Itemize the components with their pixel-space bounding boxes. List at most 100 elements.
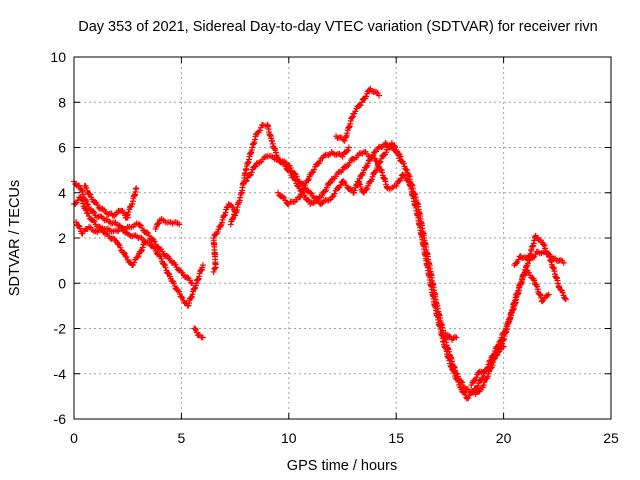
data-point-interp bbox=[186, 277, 193, 284]
data-point-interp bbox=[192, 325, 199, 332]
data-point-interp bbox=[297, 193, 304, 200]
data-point-interp bbox=[151, 238, 158, 245]
data-point-interp bbox=[156, 219, 163, 226]
axis-ticks: 0 5 10 15 20 25 -6 -4 -2 0 2 4 6 8 10 bbox=[50, 49, 619, 446]
data-point-interp bbox=[329, 193, 336, 200]
data-point-interp bbox=[557, 257, 564, 264]
data-point-interp bbox=[347, 186, 354, 193]
data-point-interp bbox=[400, 160, 407, 167]
data-point-interp bbox=[365, 182, 372, 189]
data-point-interp bbox=[501, 329, 508, 336]
data-point bbox=[113, 221, 120, 228]
data-point-interp bbox=[279, 193, 286, 200]
data-point-interp bbox=[311, 166, 318, 173]
data-point-interp bbox=[373, 167, 380, 174]
data-point bbox=[382, 139, 389, 146]
data-point bbox=[141, 239, 148, 246]
data-point-interp bbox=[383, 149, 390, 156]
data-point-interp bbox=[75, 222, 82, 229]
data-point-interp bbox=[120, 209, 127, 216]
data-point bbox=[133, 185, 140, 192]
data-point bbox=[199, 262, 206, 269]
data-point-interp bbox=[138, 248, 145, 255]
chart-title: Day 353 of 2021, Sidereal Day-to-day VTE… bbox=[78, 19, 598, 35]
data-point-interp bbox=[251, 163, 258, 170]
data-point-interp bbox=[121, 250, 128, 257]
data-point-interp bbox=[309, 169, 316, 176]
data-point-interp bbox=[471, 377, 478, 384]
data-point-interp bbox=[365, 160, 372, 167]
data-point-interp bbox=[357, 102, 364, 109]
data-point bbox=[453, 334, 460, 341]
data-point-interp bbox=[222, 209, 229, 216]
data-point-interp bbox=[77, 225, 84, 232]
data-point-interp bbox=[256, 127, 263, 134]
data-point bbox=[227, 221, 234, 228]
data-point-interp bbox=[91, 209, 98, 216]
data-point-interp bbox=[79, 188, 86, 195]
data-point bbox=[545, 291, 552, 298]
data-point bbox=[178, 268, 185, 275]
y-axis-label: SDTVAR / TECUs bbox=[7, 180, 23, 296]
data-point-interp bbox=[356, 180, 363, 187]
grid bbox=[74, 57, 611, 419]
data-point-interp bbox=[117, 244, 124, 251]
data-point-interp bbox=[369, 173, 376, 180]
data-point-interp bbox=[357, 183, 364, 190]
data-point-interp bbox=[144, 230, 151, 237]
x-axis-label: GPS time / hours bbox=[287, 458, 397, 474]
data-point-interp bbox=[217, 222, 224, 229]
data-point-interp bbox=[80, 200, 87, 207]
data-point-interp bbox=[220, 212, 227, 219]
data-point-interp bbox=[214, 229, 221, 236]
data-point bbox=[500, 343, 507, 350]
data-point-interp bbox=[489, 357, 496, 364]
data-point-interp bbox=[252, 163, 259, 170]
data-point-interp bbox=[83, 185, 90, 192]
data-point-interp bbox=[525, 269, 532, 276]
data-point-interp bbox=[155, 220, 162, 227]
data-point bbox=[562, 296, 569, 303]
data-point bbox=[199, 334, 206, 341]
data-point-interp bbox=[344, 147, 351, 154]
data-point-interp bbox=[94, 201, 101, 208]
data-point-interp bbox=[400, 172, 407, 179]
y-tick-label: 0 bbox=[58, 275, 66, 291]
data-point-interp bbox=[532, 251, 539, 258]
data-point-interp bbox=[248, 169, 255, 176]
data-point-interp bbox=[377, 158, 384, 165]
y-tick-label: -6 bbox=[54, 411, 67, 427]
data-point-interp bbox=[480, 382, 487, 389]
data-point-interp bbox=[279, 159, 286, 166]
x-tick-label: 0 bbox=[70, 430, 78, 446]
y-tick-label: 2 bbox=[58, 230, 66, 246]
data-point-interp bbox=[373, 88, 380, 95]
data-point-interp bbox=[495, 341, 502, 348]
data-point bbox=[242, 178, 249, 185]
y-tick-label: 6 bbox=[58, 140, 66, 156]
data-point-interp bbox=[446, 333, 453, 340]
data-point bbox=[339, 153, 346, 160]
data-point-interp bbox=[331, 190, 338, 197]
data-point-interp bbox=[340, 178, 347, 185]
data-point-interp bbox=[356, 102, 363, 109]
data-point-interp bbox=[464, 386, 471, 393]
data-point-interp bbox=[162, 264, 169, 271]
data-point-interp bbox=[136, 221, 143, 228]
data-point bbox=[358, 99, 365, 106]
data-point bbox=[376, 92, 383, 99]
data-point-interp bbox=[473, 374, 480, 381]
data-point-interp bbox=[323, 184, 330, 191]
x-tick-label: 25 bbox=[603, 430, 619, 446]
data-point-interp bbox=[72, 200, 79, 207]
data-point bbox=[560, 259, 567, 266]
data-point bbox=[210, 235, 217, 241]
data-point-interp bbox=[134, 254, 141, 261]
data-point bbox=[176, 221, 183, 228]
data-point-interp bbox=[449, 366, 456, 373]
data-point-interp bbox=[344, 163, 351, 170]
data-point-interp bbox=[327, 180, 334, 187]
data-point-interp bbox=[386, 143, 393, 150]
data-point-interp bbox=[79, 197, 86, 204]
